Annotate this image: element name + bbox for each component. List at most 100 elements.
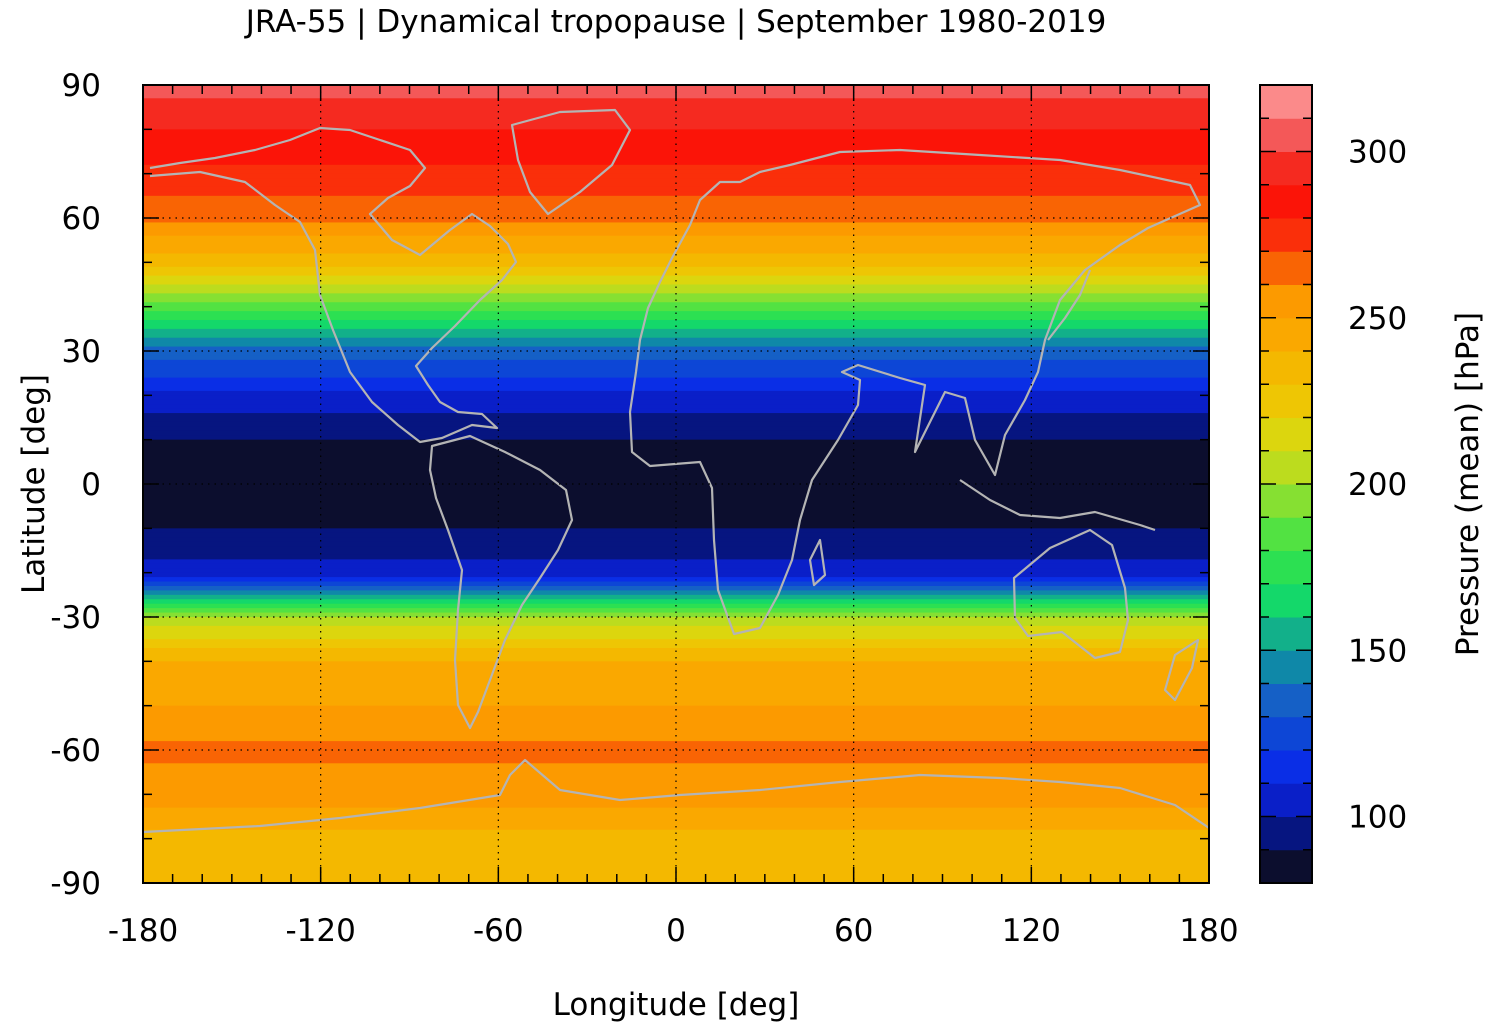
x-tick-label: 180 bbox=[1179, 913, 1238, 949]
coastline-australia bbox=[1012, 528, 1130, 660]
heatmap-band bbox=[143, 138, 1209, 144]
heatmap-band bbox=[143, 501, 1209, 507]
heatmap-band bbox=[143, 807, 1209, 813]
y-axis-ticks bbox=[143, 84, 1209, 884]
heatmap-band bbox=[143, 741, 1209, 747]
heatmap-band bbox=[143, 191, 1209, 197]
heatmap-band bbox=[143, 710, 1209, 716]
heatmap-band bbox=[143, 430, 1209, 436]
heatmap-band bbox=[143, 736, 1209, 742]
x-axis-label: Longitude [deg] bbox=[553, 987, 800, 1023]
heatmap-band bbox=[143, 266, 1209, 272]
colorbar-tick-label: 300 bbox=[1348, 135, 1407, 171]
colorbar-swatch bbox=[1260, 450, 1312, 485]
heatmap-band bbox=[143, 475, 1209, 481]
colorbar-swatch bbox=[1260, 184, 1312, 219]
heatmap-band bbox=[143, 457, 1209, 463]
heatmap-band bbox=[143, 182, 1209, 188]
y-tick-label: 60 bbox=[62, 201, 101, 237]
heatmap-band bbox=[143, 178, 1209, 184]
heatmap-band bbox=[143, 750, 1209, 756]
heatmap-band bbox=[143, 683, 1209, 689]
heatmap-band bbox=[143, 470, 1209, 476]
heatmap-band bbox=[143, 204, 1209, 210]
heatmap-band bbox=[143, 253, 1209, 259]
heatmap-band bbox=[143, 448, 1209, 454]
heatmap-band bbox=[143, 333, 1209, 339]
heatmap-band bbox=[143, 444, 1209, 450]
coastline-north-america bbox=[149, 126, 518, 444]
heatmap-band bbox=[143, 497, 1209, 503]
heatmap-band bbox=[143, 484, 1209, 490]
heatmap-band bbox=[143, 169, 1209, 175]
heatmap-band bbox=[143, 851, 1209, 857]
heatmap-band bbox=[143, 572, 1209, 578]
heatmap-band bbox=[143, 812, 1209, 818]
x-tick-label: 0 bbox=[666, 913, 686, 949]
coastline-africa-eurasia bbox=[628, 148, 1202, 636]
heatmap-band bbox=[143, 164, 1209, 170]
x-tick-label: -120 bbox=[285, 913, 355, 949]
colorbar-swatch bbox=[1260, 683, 1312, 718]
heatmap-band bbox=[143, 608, 1209, 614]
colorbar-swatch bbox=[1260, 118, 1312, 152]
heatmap-band bbox=[143, 302, 1209, 308]
heatmap-band bbox=[143, 537, 1209, 543]
heatmap-band bbox=[143, 554, 1209, 560]
heatmap-band bbox=[143, 612, 1209, 618]
y-tick-label: 0 bbox=[81, 467, 101, 503]
colorbar-swatch bbox=[1260, 583, 1312, 618]
heatmap-band bbox=[143, 776, 1209, 782]
heatmap-band bbox=[143, 235, 1209, 241]
heatmap-band bbox=[143, 293, 1209, 299]
colorbar-swatch bbox=[1260, 650, 1312, 684]
colorbar-ticks bbox=[1260, 84, 1312, 884]
heatmap-band bbox=[143, 816, 1209, 822]
y-tick-label: -30 bbox=[50, 600, 101, 636]
colorbar-swatch bbox=[1260, 783, 1312, 817]
grid-lines bbox=[143, 85, 1209, 883]
heatmap-band bbox=[143, 244, 1209, 250]
heatmap-band bbox=[143, 120, 1209, 126]
heatmap-band bbox=[143, 825, 1209, 831]
x-tick-label: 60 bbox=[834, 913, 873, 949]
coastline-antarctica bbox=[143, 758, 1209, 834]
heatmap-band bbox=[143, 617, 1209, 623]
heatmap-band bbox=[143, 727, 1209, 733]
heatmap-band bbox=[143, 355, 1209, 361]
heatmap-band bbox=[143, 306, 1209, 312]
heatmap-band bbox=[143, 111, 1209, 117]
heatmap-band bbox=[143, 847, 1209, 853]
heatmap-band bbox=[143, 665, 1209, 671]
heatmap-band bbox=[143, 599, 1209, 605]
heatmap-band bbox=[143, 532, 1209, 538]
heatmap-band bbox=[143, 594, 1209, 600]
colorbar-swatch bbox=[1260, 816, 1312, 851]
heatmap-band bbox=[143, 275, 1209, 281]
heatmap-band bbox=[143, 834, 1209, 840]
colorbar-tick-labels: 100 150 200 250 300 bbox=[1348, 135, 1407, 836]
heatmap-band bbox=[143, 829, 1209, 835]
heatmap-band bbox=[143, 155, 1209, 161]
heatmap-band bbox=[143, 670, 1209, 676]
heatmap-band bbox=[143, 634, 1209, 640]
heatmap-band bbox=[143, 781, 1209, 787]
heatmap-band bbox=[143, 288, 1209, 294]
x-tick-label: -180 bbox=[108, 913, 178, 949]
colorbar-swatch bbox=[1260, 550, 1312, 585]
coastline-greenland bbox=[510, 108, 632, 216]
heatmap-band bbox=[143, 315, 1209, 321]
heatmap-band bbox=[143, 621, 1209, 627]
chart-title: JRA-55 | Dynamical tropopause | Septembe… bbox=[244, 4, 1107, 40]
heatmap-band bbox=[143, 696, 1209, 702]
heatmap-band bbox=[143, 652, 1209, 658]
heatmap-band bbox=[143, 107, 1209, 113]
heatmap-band bbox=[143, 630, 1209, 636]
colorbar-swatch bbox=[1260, 716, 1312, 751]
heatmap-band bbox=[143, 342, 1209, 348]
heatmap-band bbox=[143, 585, 1209, 591]
heatmap-band bbox=[143, 794, 1209, 800]
heatmap-band bbox=[143, 692, 1209, 698]
heatmap-band bbox=[143, 639, 1209, 645]
